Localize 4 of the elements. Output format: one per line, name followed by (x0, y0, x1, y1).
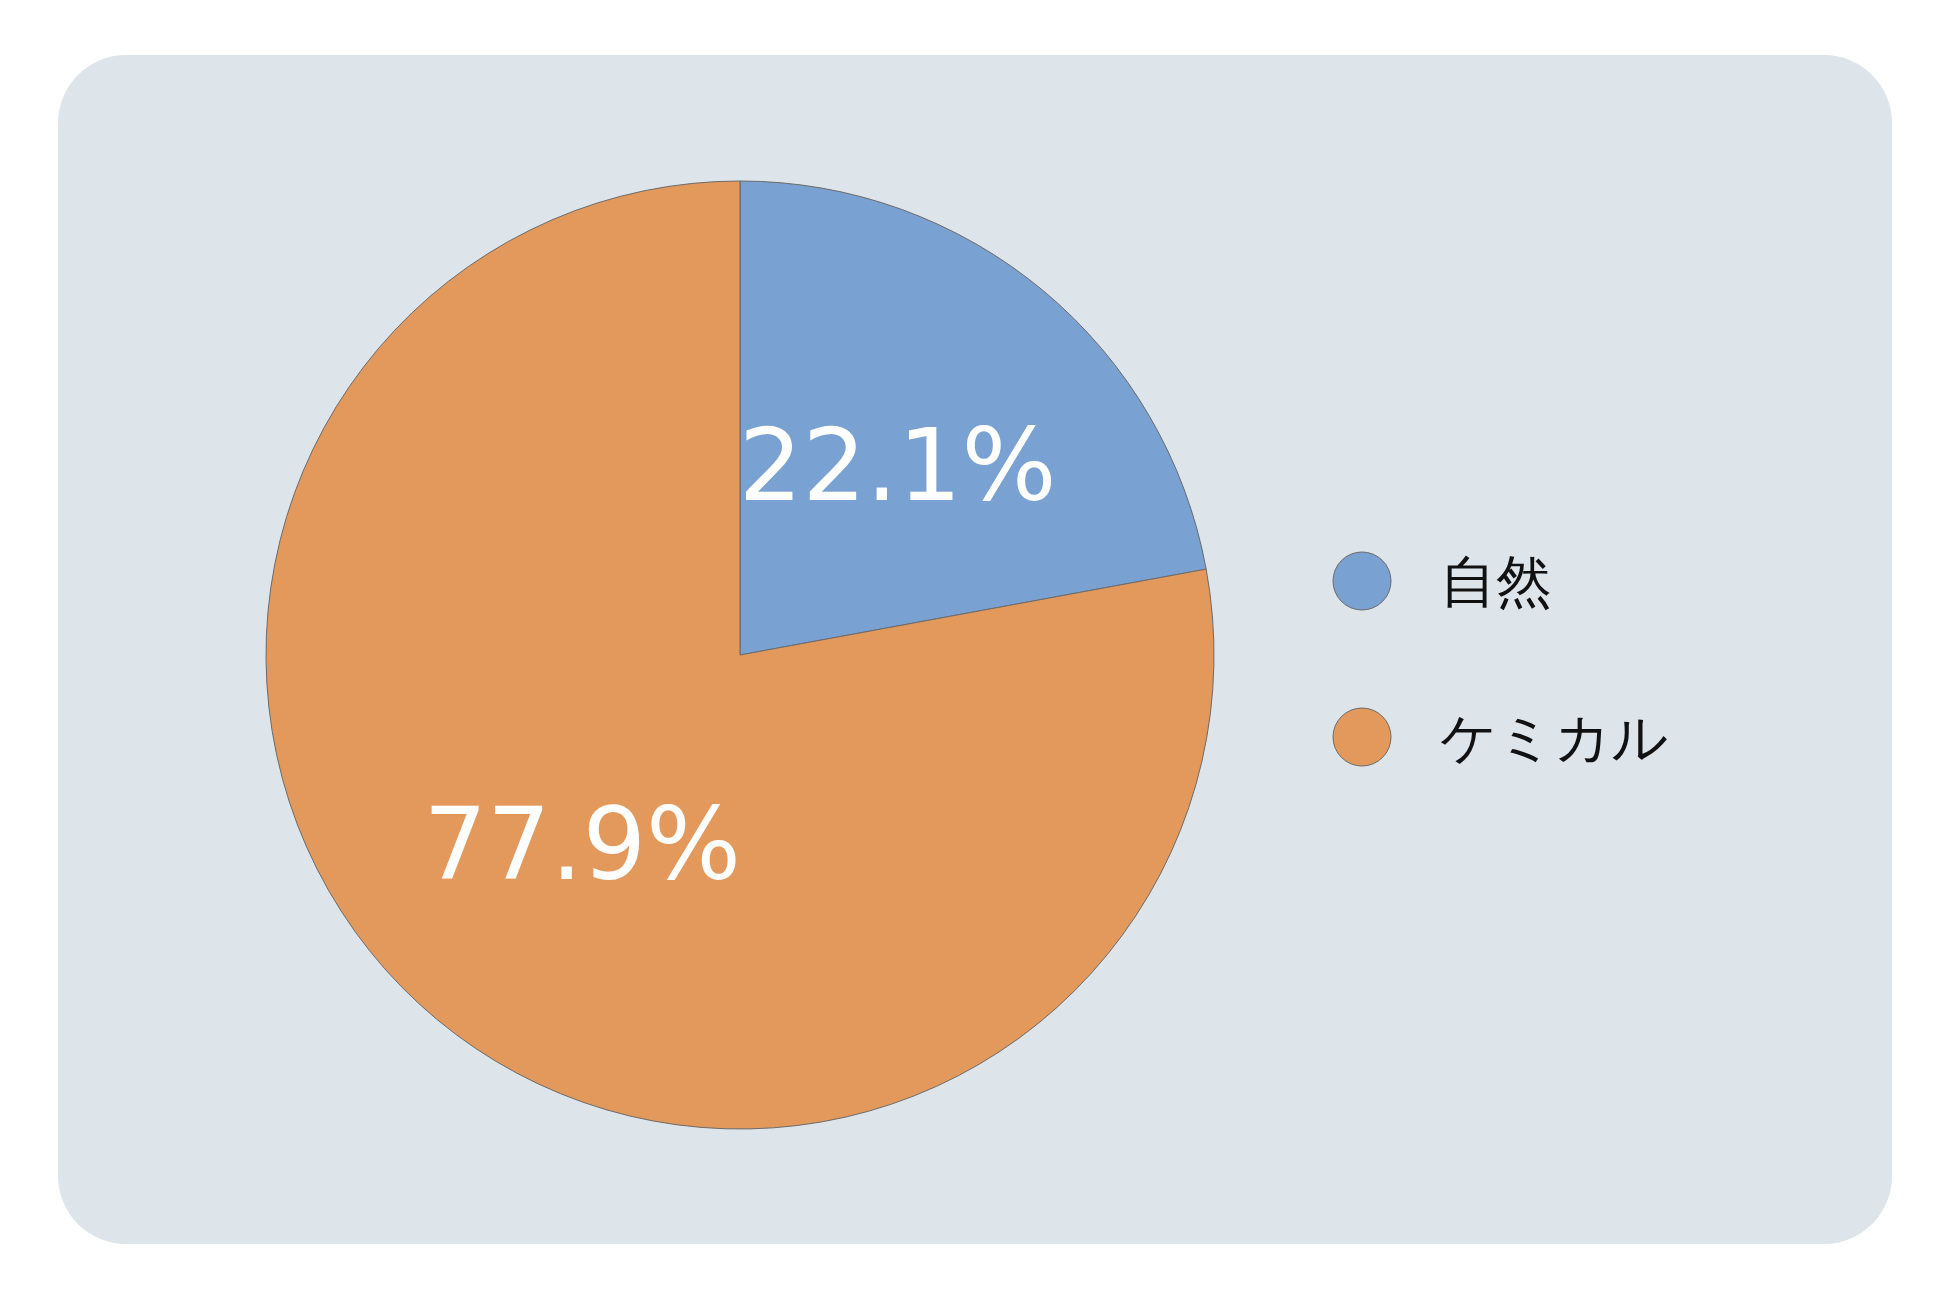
data-label: 22.1% (738, 407, 1057, 525)
legend-label: ケミカル (1440, 704, 1668, 770)
legend-label: 自然 (1440, 548, 1552, 614)
data-label: 77.9% (423, 785, 742, 903)
